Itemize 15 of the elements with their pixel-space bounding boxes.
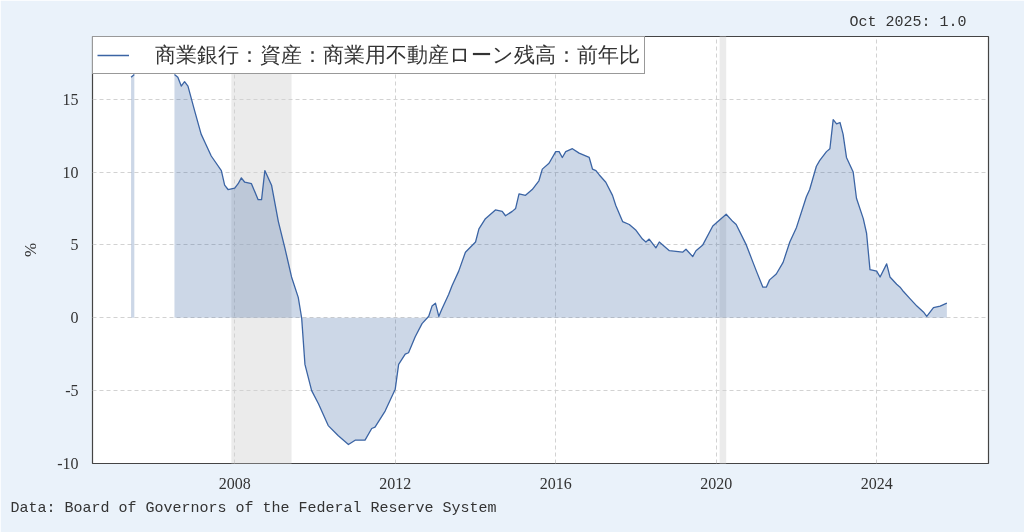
y-tick-label: 10 [62, 163, 79, 181]
legend-label: 商業銀行：資産：商業用不動産ローン残高：前年比 [155, 42, 640, 69]
y-axis-title: % [21, 242, 41, 258]
x-tick-label: 2020 [700, 474, 733, 492]
y-tick-label: -5 [65, 382, 79, 400]
x-tick-label: 2024 [860, 474, 893, 492]
y-tick-label: 0 [70, 309, 79, 327]
y-tick-label: -10 [57, 455, 79, 472]
text: Oct 2025: 1.0 [849, 14, 967, 31]
x-tick-label: 2016 [539, 474, 572, 492]
y-tick-label: 5 [70, 236, 79, 254]
text: Data: Board of Governors of the Federal Reserve System [10, 499, 497, 517]
x-tick-label: 2012 [379, 474, 412, 492]
y-tick-label: 15 [62, 90, 79, 108]
x-tick-label: 2008 [218, 474, 251, 492]
